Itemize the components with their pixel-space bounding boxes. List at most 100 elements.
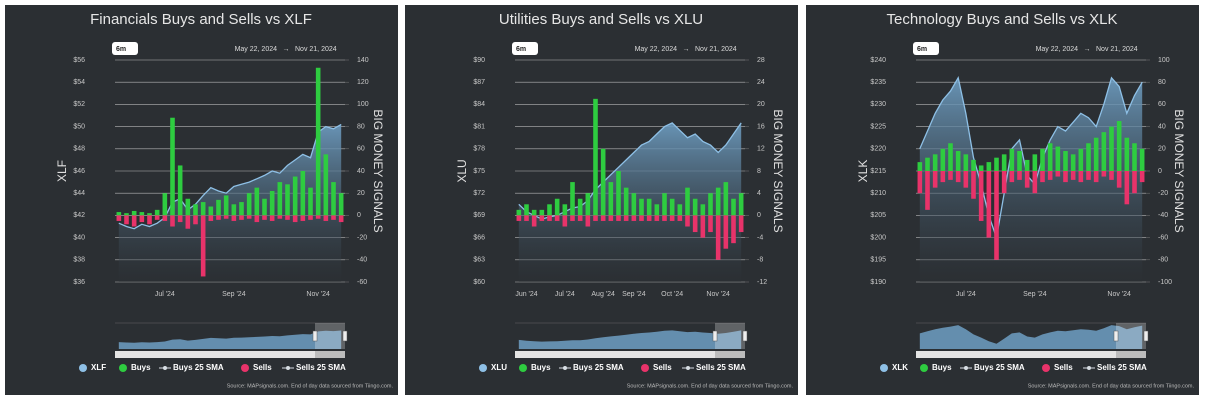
buy-bar xyxy=(1009,148,1015,171)
legend-label[interactable]: Sells 25 SMA xyxy=(1097,363,1147,372)
sell-bar xyxy=(932,171,938,188)
buy-bar xyxy=(524,204,529,216)
legend-label[interactable]: Buys xyxy=(531,363,551,372)
y2-tick-label: 60 xyxy=(1158,101,1166,108)
y2-tick-label: -100 xyxy=(1158,279,1172,286)
buy-bar xyxy=(677,204,683,216)
sell-bar xyxy=(654,215,660,221)
buy-bar xyxy=(917,162,923,171)
navigator-handle[interactable] xyxy=(1143,330,1149,342)
buy-bar xyxy=(562,204,568,216)
navigator-handle[interactable] xyxy=(712,330,718,342)
sell-bar xyxy=(692,215,698,233)
x-tick-label: Nov '24 xyxy=(706,291,730,298)
legend-label[interactable]: Buys xyxy=(932,363,952,372)
sell-bar xyxy=(193,215,198,225)
y2-tick-label: -12 xyxy=(757,279,767,286)
legend-label[interactable]: Sells 25 SMA xyxy=(296,363,346,372)
buy-bar xyxy=(231,204,237,216)
y2-tick-label: -80 xyxy=(1158,257,1168,264)
sell-bar xyxy=(971,171,976,199)
buy-bar xyxy=(1032,154,1038,171)
buy-bar xyxy=(971,159,976,171)
sell-bar xyxy=(1109,171,1114,180)
legend-label[interactable]: XLU xyxy=(491,363,507,372)
range-button[interactable]: 6m xyxy=(917,46,927,53)
buy-bar xyxy=(669,198,675,216)
y2-tick-label: -8 xyxy=(757,257,763,264)
legend-label[interactable]: Buys 25 SMA xyxy=(974,363,1025,372)
y-tick-label: $205 xyxy=(870,212,886,219)
y2-tick-label: 120 xyxy=(357,79,369,86)
buy-bar xyxy=(700,204,706,216)
sell-bar xyxy=(315,215,321,219)
buy-bar xyxy=(516,209,522,216)
range-button[interactable]: 6m xyxy=(116,46,126,53)
legend-label[interactable]: XLK xyxy=(892,363,908,372)
sell-bar xyxy=(1001,171,1007,194)
navigator-window[interactable] xyxy=(315,323,345,349)
scrollbar-thumb[interactable] xyxy=(1116,351,1146,358)
y-tick-label: $90 xyxy=(473,57,485,64)
sell-bar xyxy=(177,215,183,223)
y-tick-label: $87 xyxy=(473,79,485,86)
buy-bar xyxy=(315,67,321,216)
sell-bar xyxy=(1017,171,1022,180)
sell-bar xyxy=(131,215,137,227)
sell-bar xyxy=(738,215,744,233)
x-tick-label: Nov '24 xyxy=(1107,291,1131,298)
y-axis-label: XLU xyxy=(455,159,469,182)
x-tick-label: Aug '24 xyxy=(591,291,615,298)
sell-bar xyxy=(994,171,999,260)
legend-marker xyxy=(479,364,487,372)
x-tick-label: Sep '24 xyxy=(622,291,646,298)
range-button[interactable]: 6m xyxy=(516,46,526,53)
navigator-window[interactable] xyxy=(1116,323,1146,349)
buy-bar xyxy=(986,162,992,171)
legend-marker xyxy=(1042,364,1050,372)
scrollbar-thumb[interactable] xyxy=(315,351,345,358)
sell-bar xyxy=(139,215,145,223)
scrollbar[interactable] xyxy=(916,351,1146,358)
legend-label[interactable]: XLF xyxy=(91,363,106,372)
buy-bar xyxy=(223,195,229,216)
sell-bar xyxy=(162,215,168,221)
y-tick-label: $75 xyxy=(473,168,485,175)
y2-tick-label: 100 xyxy=(357,101,369,108)
scrollbar[interactable] xyxy=(515,351,745,358)
y2-tick-label: -40 xyxy=(357,257,367,264)
legend-label[interactable]: Buys 25 SMA xyxy=(173,363,224,372)
legend-label[interactable]: Sells xyxy=(1054,363,1073,372)
sell-bar xyxy=(669,215,675,221)
chart-title: Utilities Buys and Sells vs XLU xyxy=(499,11,703,28)
y-tick-label: $44 xyxy=(73,190,85,197)
navigator-handle[interactable] xyxy=(342,330,348,342)
buy-bar xyxy=(1040,148,1045,171)
sell-bar xyxy=(246,215,252,219)
legend-marker xyxy=(119,364,127,372)
legend-label[interactable]: Buys 25 SMA xyxy=(573,363,624,372)
navigator-window[interactable] xyxy=(715,323,745,349)
y2-axis-label: BIG MONEY SIGNALS xyxy=(771,109,785,232)
navigator-handle[interactable] xyxy=(312,330,318,342)
y2-tick-label: -4 xyxy=(757,234,763,241)
sell-bar xyxy=(200,215,206,277)
y2-tick-label: 140 xyxy=(357,57,369,64)
buy-bar xyxy=(331,182,336,216)
navigator-handle[interactable] xyxy=(1113,330,1119,342)
legend-label[interactable]: Sells xyxy=(653,363,672,372)
buy-bar xyxy=(646,198,652,216)
legend-label[interactable]: Sells xyxy=(253,363,272,372)
sell-bar xyxy=(917,171,923,194)
buy-bar xyxy=(925,157,930,171)
y-tick-label: $66 xyxy=(473,234,485,241)
legend-label[interactable]: Buys xyxy=(131,363,151,372)
sell-bar xyxy=(986,171,992,238)
buy-bar xyxy=(338,193,344,216)
sell-bar xyxy=(331,215,336,220)
scrollbar[interactable] xyxy=(115,351,345,358)
legend-label[interactable]: Sells 25 SMA xyxy=(696,363,746,372)
navigator-handle[interactable] xyxy=(742,330,748,342)
scrollbar-thumb[interactable] xyxy=(715,351,745,358)
sell-bar xyxy=(723,215,729,249)
